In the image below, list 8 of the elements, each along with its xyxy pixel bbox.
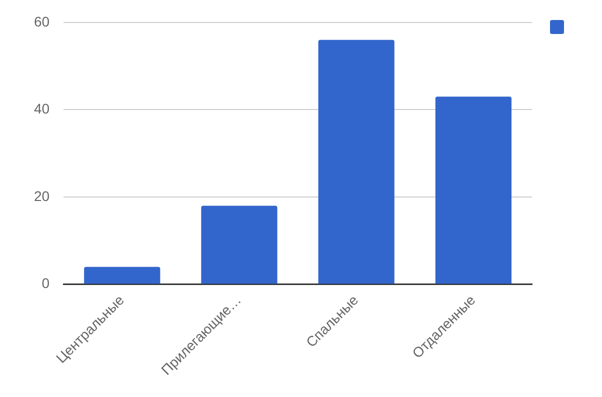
y-tick-label: 40	[34, 100, 50, 117]
bar	[318, 40, 394, 284]
bar	[201, 206, 278, 284]
bar	[84, 266, 160, 284]
bar	[435, 96, 512, 284]
y-tick-label: 0	[42, 275, 50, 292]
y-tick-label: 20	[34, 188, 50, 204]
y-tick-label: 60	[34, 13, 50, 30]
